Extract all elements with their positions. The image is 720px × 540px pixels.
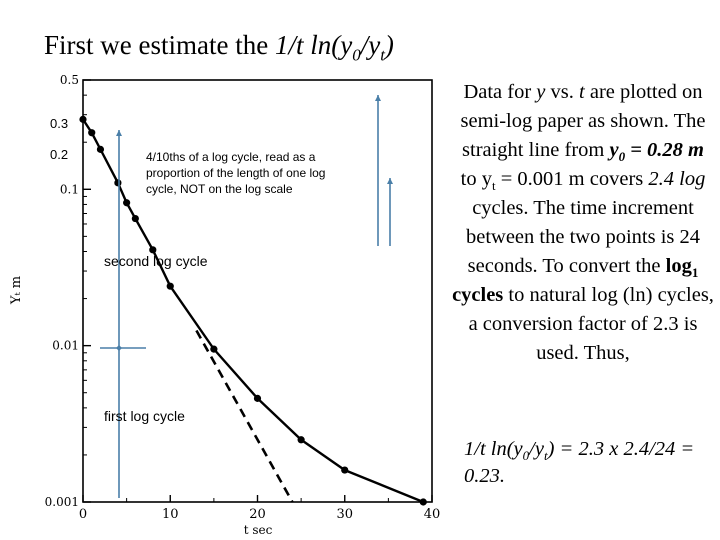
x-tick-label: 30 — [336, 507, 353, 522]
data-points — [79, 115, 427, 506]
annotation-0-3: 0.3 — [50, 116, 68, 131]
x-axis-label: t sec — [244, 523, 273, 537]
title-expression: 1/t ln(y0/yt) — [274, 30, 394, 64]
data-point — [419, 498, 427, 506]
full-cycle-arrow-head — [375, 95, 381, 101]
partial-cycle-arrow-head — [387, 178, 393, 184]
data-point — [166, 282, 174, 290]
data-point — [88, 129, 96, 137]
title-expr-c: ) — [384, 30, 394, 60]
data-point — [149, 246, 157, 254]
x-tick-label: 20 — [249, 507, 266, 522]
y-tick-label: 0.5 — [60, 73, 79, 87]
data-point — [210, 345, 218, 353]
side-s2-t: t — [579, 81, 585, 103]
x-tick-label: 40 — [424, 507, 441, 522]
chart-frame — [82, 79, 433, 503]
note-line-2: proportion of the length of one log — [146, 166, 325, 180]
side-s4-sub: t — [491, 178, 496, 194]
data-point — [96, 145, 105, 153]
data-point — [131, 214, 139, 223]
annotation-0-2: 0.2 — [50, 147, 68, 162]
side-y0-y: y — [609, 139, 619, 161]
side-s3-eq: = 0.28 m — [625, 139, 704, 161]
dashed-extrapolation-line — [195, 329, 294, 503]
side-s2: vs. — [545, 81, 580, 103]
side-s5-log: 2.4 log — [648, 168, 706, 190]
side-s3: are plotted on semi-log paper as shown. … — [460, 81, 706, 161]
title-sub-0: 0 — [352, 45, 361, 65]
data-point — [79, 115, 87, 123]
annotations: 0.3 0.2 4/10ths of a log cycle, read as … — [50, 116, 325, 424]
side-y0-sub: 0 — [618, 149, 626, 165]
slide-title: First we estimate the 1/t ln(y0/yt) — [44, 30, 394, 65]
y-tick-label: 0.001 — [45, 495, 79, 509]
side-s6-cycles: cycles — [452, 284, 504, 306]
decade-marker-point — [116, 345, 122, 351]
second-log-cycle-label: second log cycle — [104, 253, 208, 269]
y-tick-label: 0.1 — [60, 182, 79, 196]
note-line-3: cycle, NOT on the log scale — [146, 182, 293, 196]
x-tick-label: 10 — [162, 507, 179, 522]
side-y0: y0 — [609, 139, 626, 165]
result-formula: 1/t ln(y0/yt) = 2.3 x 2.4/24 = 0.23. — [464, 436, 714, 490]
title-expr-a: 1/t ln(y — [274, 30, 353, 60]
title-expr-b: /y — [360, 30, 381, 60]
side-s1: Data for — [463, 81, 537, 103]
title-sub-t: t — [380, 45, 385, 65]
data-point — [253, 394, 262, 402]
side-s6: cycles. The time increment between the t… — [465, 197, 700, 277]
formula-a: 1/t ln(y — [464, 438, 523, 460]
side-s6-sub: 1 — [691, 265, 699, 281]
side-s4: to y — [460, 168, 492, 190]
data-point — [297, 436, 305, 444]
formula-b: /y — [529, 438, 544, 460]
annotation-arrows — [100, 95, 393, 498]
side-s6-log: log — [665, 255, 692, 277]
title-prefix: First we estimate the — [44, 30, 275, 60]
side-s7: to natural log (ln) cycles, a conversion… — [468, 284, 714, 364]
data-point — [114, 179, 122, 187]
note-line-1: 4/10ths of a log cycle, read as a — [146, 150, 316, 164]
data-point — [341, 466, 349, 474]
x-tick-label: 0 — [79, 507, 87, 522]
explanation-text: Data for y vs. t are plotted on semi-log… — [452, 78, 714, 368]
formula-c: ) = 2.3 x 2.4/24 = 0.23. — [464, 438, 695, 487]
data-point — [123, 199, 131, 207]
formula-sub-0: 0 — [522, 448, 530, 464]
first-log-cycle-label: first log cycle — [104, 408, 185, 424]
y-axis-label: Yₜ m — [9, 276, 24, 305]
side-s1-y: y — [536, 81, 546, 103]
side-s5: = 0.001 m covers — [495, 168, 649, 190]
dashed-line — [195, 329, 294, 503]
formula-sub-t: t — [543, 448, 548, 464]
cycle-arrow-head — [116, 130, 122, 136]
y-tick-label: 0.01 — [52, 339, 79, 353]
